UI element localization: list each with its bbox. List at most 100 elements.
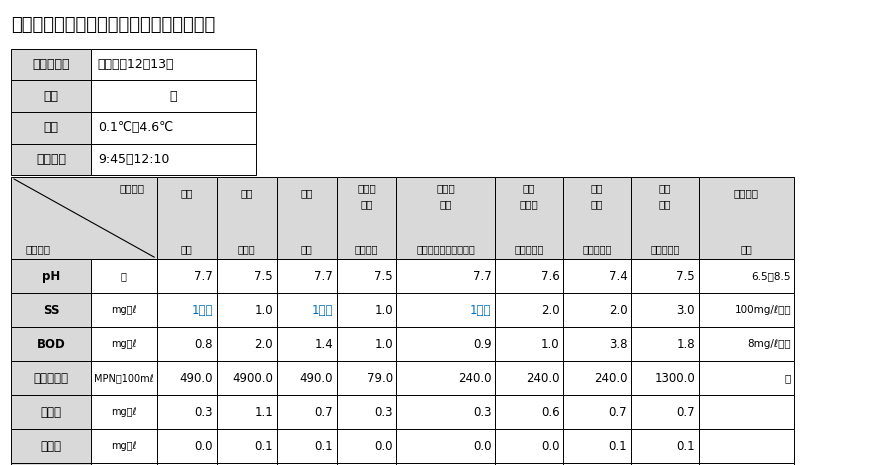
Text: 1.0: 1.0 xyxy=(374,304,393,317)
Bar xyxy=(277,177,337,259)
Text: mg／ℓ: mg／ℓ xyxy=(111,306,137,315)
Bar xyxy=(495,395,563,429)
Text: mg／ℓ: mg／ℓ xyxy=(111,407,137,417)
Bar xyxy=(396,361,495,395)
Text: 上流: 上流 xyxy=(360,199,373,210)
Bar xyxy=(11,327,91,361)
Text: 4900.0: 4900.0 xyxy=(233,372,273,385)
Text: 9:45～12:10: 9:45～12:10 xyxy=(98,153,169,166)
Text: 2.0: 2.0 xyxy=(255,338,273,351)
Bar xyxy=(631,259,699,293)
Bar xyxy=(396,395,495,429)
Text: 0.6: 0.6 xyxy=(541,406,559,418)
Text: 1.4: 1.4 xyxy=(315,338,333,351)
Text: 樺川: 樺川 xyxy=(300,188,313,198)
Bar xyxy=(495,463,563,465)
Bar xyxy=(563,395,631,429)
Bar xyxy=(495,293,563,327)
Text: （馬曲）: （馬曲） xyxy=(355,244,378,254)
Text: 8mg/ℓ以下: 8mg/ℓ以下 xyxy=(747,339,791,349)
Bar xyxy=(631,463,699,465)
Bar xyxy=(11,112,91,144)
Text: 240.0: 240.0 xyxy=(594,372,627,385)
Text: 基準: 基準 xyxy=(740,244,752,254)
Bar xyxy=(699,259,794,293)
Text: mg／ℓ: mg／ℓ xyxy=(111,441,137,451)
Text: 2.0: 2.0 xyxy=(541,304,559,317)
Bar xyxy=(11,144,91,175)
Bar xyxy=(217,395,277,429)
Text: 0.0: 0.0 xyxy=(374,440,393,452)
Bar xyxy=(337,429,396,463)
Text: 0.7: 0.7 xyxy=(609,406,627,418)
Text: 柿千: 柿千 xyxy=(181,244,193,254)
Bar xyxy=(396,327,495,361)
Text: 240.0: 240.0 xyxy=(526,372,559,385)
Bar xyxy=(631,361,699,395)
Text: 3.0: 3.0 xyxy=(677,304,695,317)
Text: 令和３年12月13日: 令和３年12月13日 xyxy=(98,58,174,71)
Text: 240.0: 240.0 xyxy=(458,372,492,385)
Bar xyxy=(91,327,157,361)
Bar xyxy=(217,327,277,361)
Bar xyxy=(495,361,563,395)
Bar xyxy=(277,429,337,463)
Text: pH: pH xyxy=(42,270,60,283)
Text: 0.1: 0.1 xyxy=(677,440,695,452)
Bar xyxy=(157,259,217,293)
Text: 天候: 天候 xyxy=(43,90,59,103)
Text: 0.1: 0.1 xyxy=(609,440,627,452)
Text: 0.7: 0.7 xyxy=(677,406,695,418)
Text: 7.5: 7.5 xyxy=(255,270,273,283)
Bar xyxy=(11,293,91,327)
Text: 下流: 下流 xyxy=(440,199,452,210)
Bar xyxy=(217,463,277,465)
Bar xyxy=(11,361,91,395)
Text: 7.7: 7.7 xyxy=(315,270,333,283)
Text: （グリーンセンター）: （グリーンセンター） xyxy=(417,244,475,254)
Bar xyxy=(157,177,217,259)
Bar xyxy=(91,361,157,395)
Text: 1.0: 1.0 xyxy=(255,304,273,317)
Text: 樺川: 樺川 xyxy=(181,188,193,198)
Text: 0.0: 0.0 xyxy=(541,440,559,452)
Bar xyxy=(699,327,794,361)
Bar xyxy=(217,293,277,327)
Text: 全窒素: 全窒素 xyxy=(41,406,62,418)
Text: 490.0: 490.0 xyxy=(300,372,333,385)
Bar xyxy=(495,177,563,259)
Bar xyxy=(11,49,91,80)
Text: 樺川: 樺川 xyxy=(241,188,253,198)
Bar xyxy=(337,177,396,259)
Bar xyxy=(11,80,91,112)
Text: －: － xyxy=(785,373,791,383)
Text: 6.5～8.5: 6.5～8.5 xyxy=(751,272,791,281)
Text: 農業用水: 農業用水 xyxy=(734,188,759,198)
Bar xyxy=(11,429,91,463)
Text: 7.6: 7.6 xyxy=(541,270,559,283)
Text: 最上流: 最上流 xyxy=(520,199,538,210)
Text: SS: SS xyxy=(43,304,59,317)
Text: 7.7: 7.7 xyxy=(195,270,213,283)
Bar xyxy=(277,463,337,465)
Bar xyxy=(11,259,91,293)
Bar xyxy=(699,429,794,463)
Bar xyxy=(495,429,563,463)
Bar xyxy=(217,429,277,463)
Text: 1.0: 1.0 xyxy=(541,338,559,351)
Text: 採水年月日: 採水年月日 xyxy=(33,58,70,71)
Bar xyxy=(495,327,563,361)
Bar xyxy=(91,429,157,463)
Text: 採水場所: 採水場所 xyxy=(120,183,144,193)
Text: 0.1℃～4.6℃: 0.1℃～4.6℃ xyxy=(98,121,173,134)
Text: 0.7: 0.7 xyxy=(315,406,333,418)
Bar xyxy=(396,177,495,259)
Text: 2.0: 2.0 xyxy=(609,304,627,317)
Bar xyxy=(699,361,794,395)
Text: 全りん: 全りん xyxy=(41,440,62,452)
Bar xyxy=(157,395,217,429)
Text: 1未満: 1未満 xyxy=(470,304,492,317)
Bar xyxy=(396,259,495,293)
Bar xyxy=(631,293,699,327)
Bar xyxy=(699,177,794,259)
